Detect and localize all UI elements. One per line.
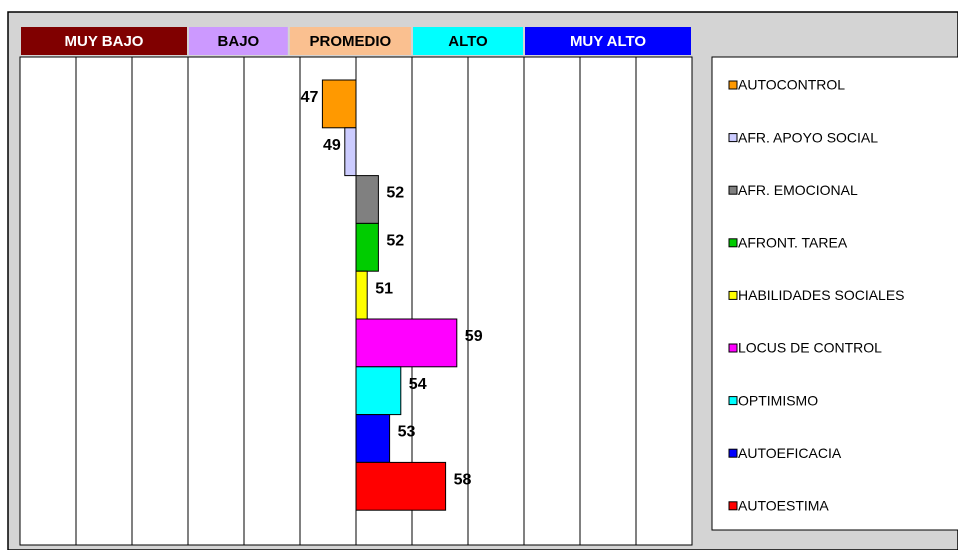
band-header: [525, 27, 691, 55]
legend-label: AUTOESTIMA: [738, 498, 829, 514]
value-label: 52: [386, 185, 404, 202]
legend-label: LOCUS DE CONTROL: [738, 340, 882, 356]
legend-swatch: [728, 343, 738, 353]
bar: [355, 366, 402, 416]
value-label: 58: [454, 472, 472, 489]
value-label: 59: [465, 328, 483, 345]
legend-label: AFRONT. TAREA: [738, 235, 848, 251]
legend-label: OPTIMISMO: [738, 392, 818, 408]
legend-swatch: [728, 133, 738, 143]
legend-swatch: [728, 80, 738, 90]
value-label: 47: [301, 89, 319, 106]
legend-swatch: [728, 290, 738, 300]
bar: [321, 79, 357, 129]
bar: [355, 270, 368, 320]
legend-label: HABILIDADES SOCIALES: [738, 287, 905, 303]
bar: [344, 127, 357, 177]
legend-swatch: [728, 396, 738, 406]
value-label: 49: [323, 137, 341, 154]
legend-label: AUTOEFICACIA: [738, 445, 842, 461]
bar: [355, 414, 391, 463]
legend-swatch: [728, 238, 738, 248]
bar: [355, 461, 447, 511]
bar: [355, 175, 379, 224]
legend-swatch: [728, 448, 738, 458]
band-label: PROMEDIO: [310, 33, 392, 50]
bar: [355, 222, 379, 272]
band-header: [21, 27, 187, 55]
band-header: [189, 27, 288, 55]
legend-swatch: [728, 185, 738, 195]
legend-swatch: [728, 501, 738, 511]
band-label: MUY ALTO: [570, 33, 646, 50]
legend-label: AFR. APOYO SOCIAL: [738, 129, 878, 145]
band-header: [289, 27, 411, 55]
value-label: 52: [386, 233, 404, 250]
band-label: MUY BAJO: [65, 33, 144, 50]
legend-label: AUTOCONTROL: [738, 77, 845, 93]
band-label: ALTO: [448, 33, 488, 50]
legend-label: AFR. EMOCIONAL: [738, 182, 858, 198]
legend-box: [711, 56, 958, 531]
value-label: 51: [375, 280, 393, 297]
bar: [355, 318, 458, 368]
band-header: [413, 27, 523, 55]
value-label: 53: [398, 424, 416, 441]
band-label: BAJO: [218, 33, 260, 50]
value-label: 54: [409, 376, 427, 393]
